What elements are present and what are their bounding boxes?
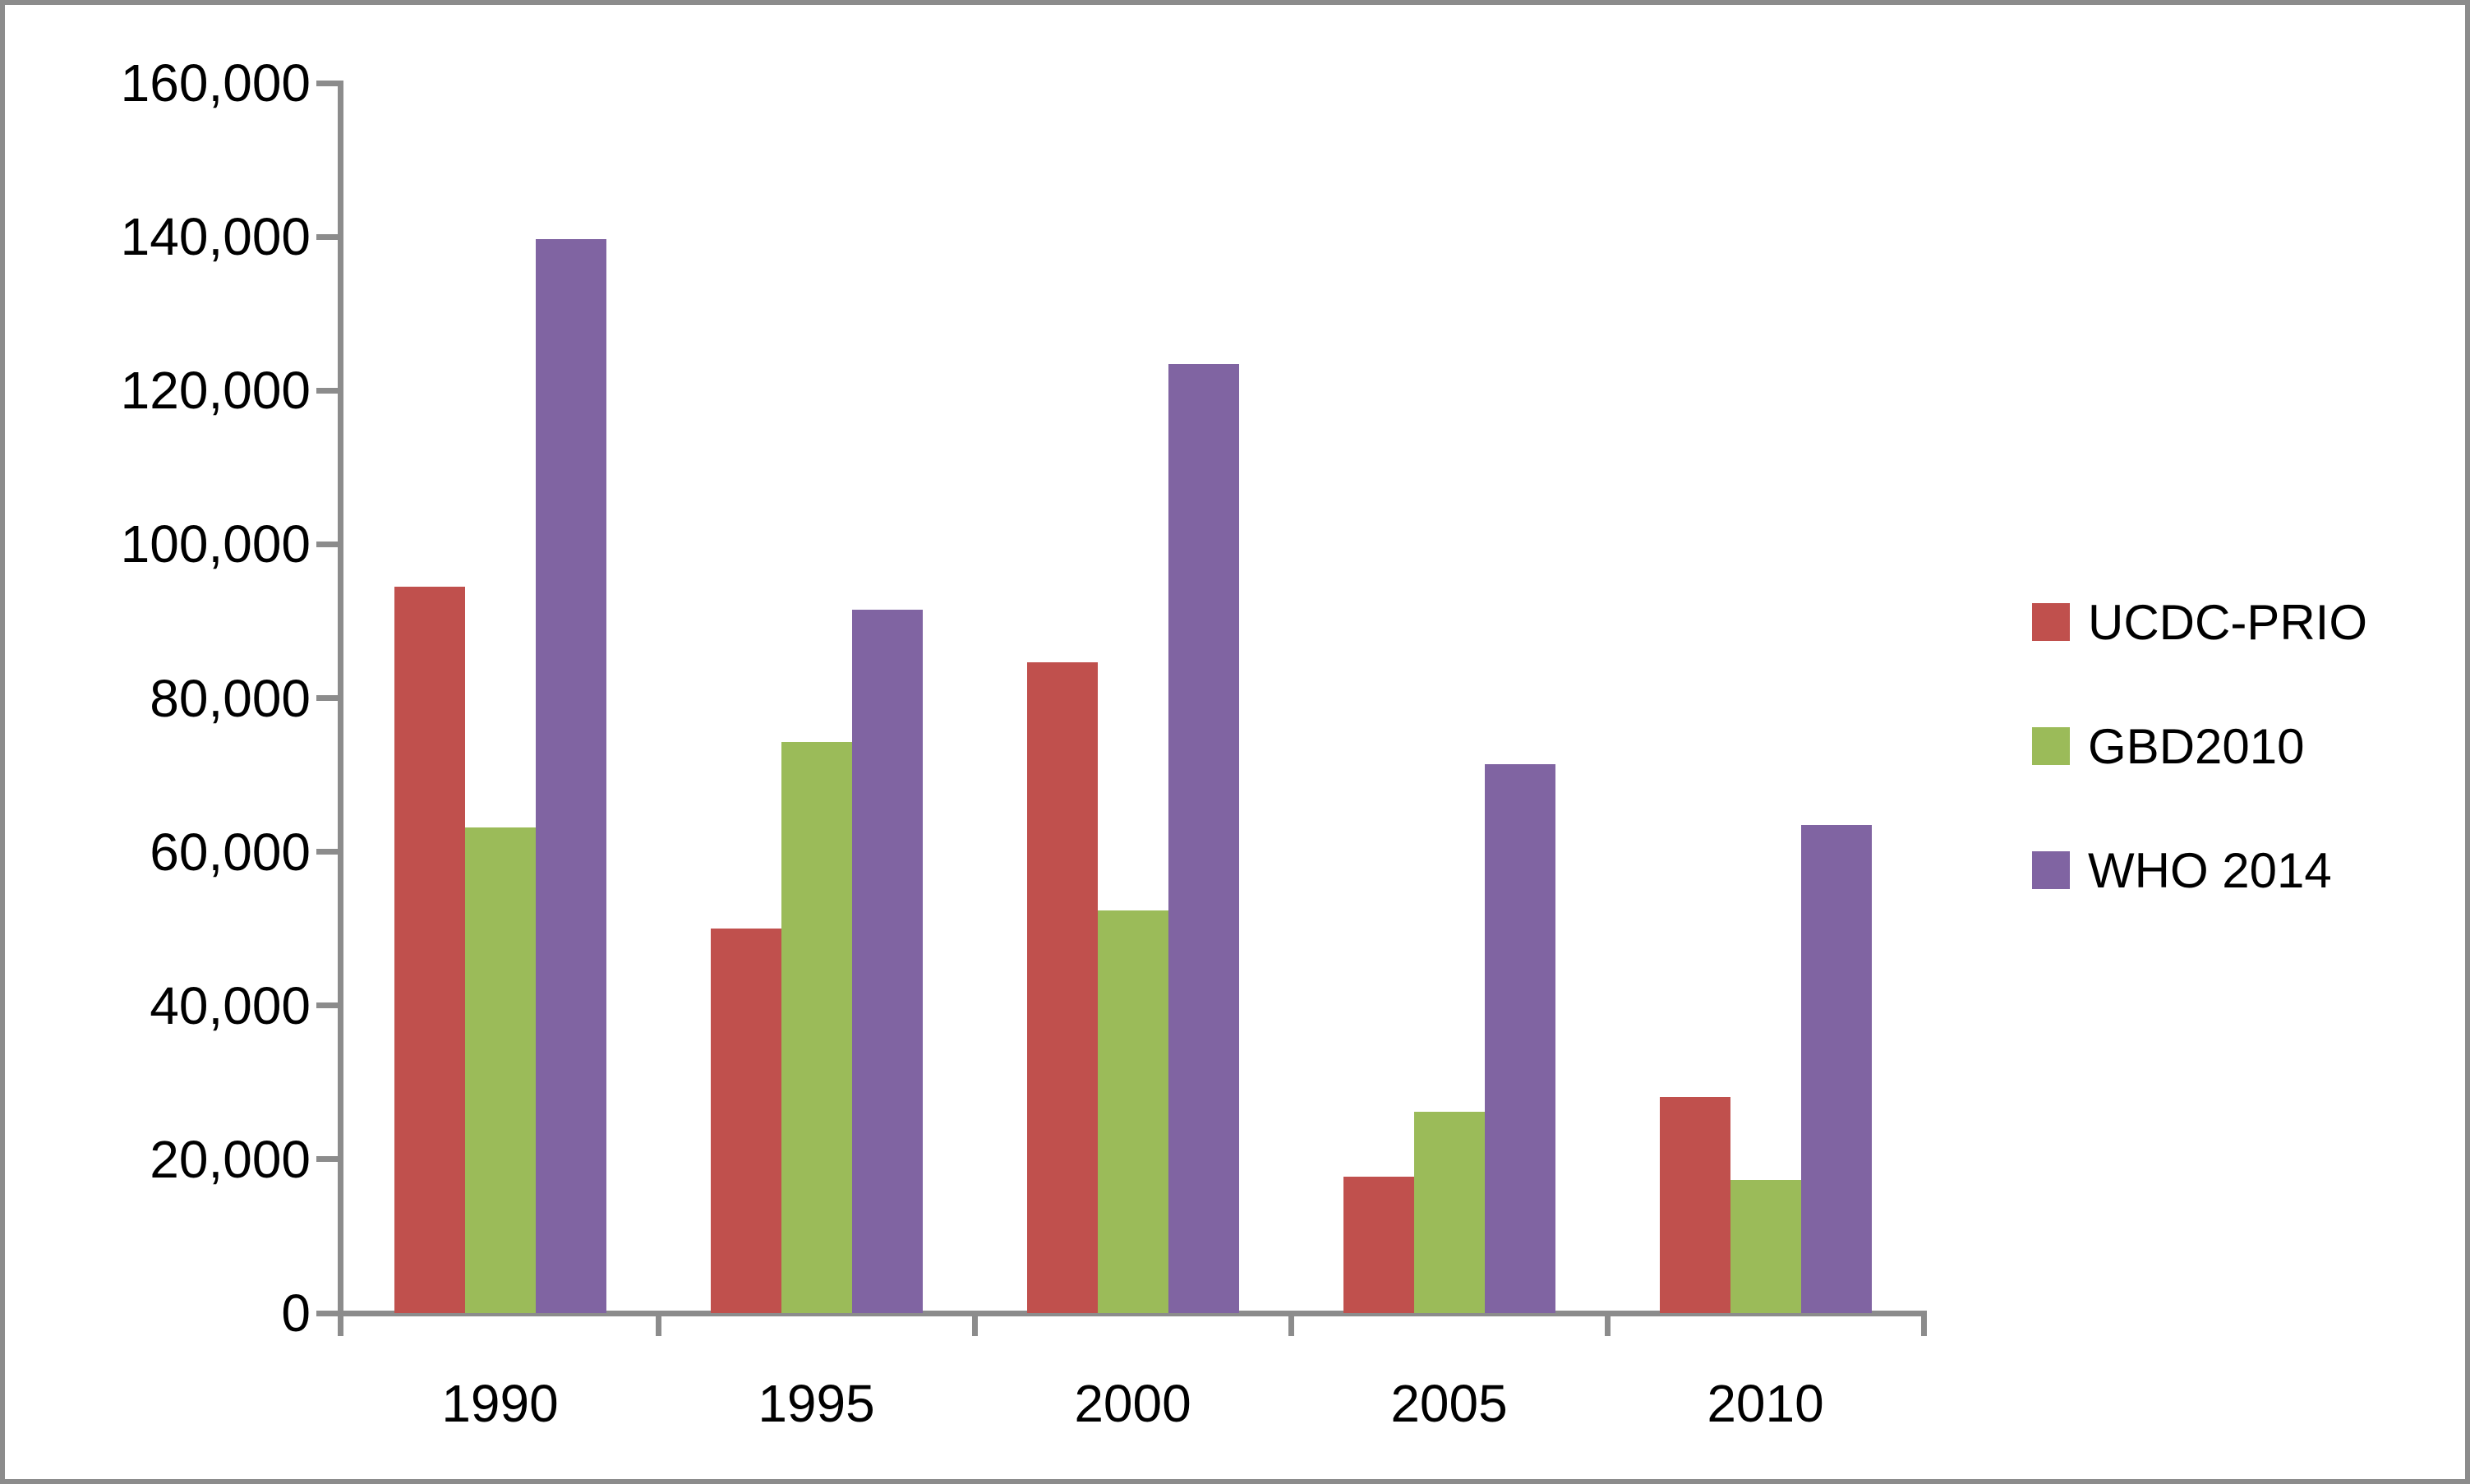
- x-axis-label-2000: 2000: [1074, 1374, 1191, 1433]
- x-axis-label-1995: 1995: [758, 1374, 875, 1433]
- y-axis-tick: [316, 1002, 338, 1009]
- legend-swatch-icon: [2032, 603, 2070, 641]
- x-axis-label-2010: 2010: [1707, 1374, 1824, 1433]
- bar-gbd2010-2000: [1097, 910, 1168, 1313]
- legend: UCDC-PRIO GBD2010 WHO 2014: [2032, 5, 2459, 1479]
- y-axis-tick-label: 20,000: [150, 1129, 311, 1189]
- bar-gbd2010-2005: [1413, 1111, 1485, 1313]
- x-axis-tick: [1288, 1313, 1294, 1336]
- y-axis-tick-label: 160,000: [120, 53, 311, 113]
- y-axis-tick: [316, 233, 338, 240]
- x-axis-label-2005: 2005: [1390, 1374, 1508, 1433]
- bar-gbd2010-1995: [781, 741, 852, 1313]
- y-axis-tick-label: 100,000: [120, 514, 311, 574]
- y-axis-tick-label: 140,000: [120, 207, 311, 267]
- legend-item-gbd2010: GBD2010: [2032, 717, 2305, 776]
- bar-ucdc-prio-2000: [1026, 661, 1098, 1313]
- legend-item-ucdc-prio: UCDC-PRIO: [2032, 592, 2367, 652]
- bar-who-2014-1995: [851, 609, 923, 1313]
- plot-area: 0 20,000 40,000 60,000 80,000 100,000 120,000 1…: [5, 5, 2465, 1479]
- x-axis-line: [316, 1310, 1927, 1316]
- x-axis-tick: [1920, 1313, 1927, 1336]
- y-axis-tick-label: 60,000: [150, 822, 311, 882]
- y-axis-tick-label: 80,000: [150, 668, 311, 728]
- y-axis-tick: [316, 1156, 338, 1163]
- bar-ucdc-prio-1990: [394, 586, 465, 1313]
- bar-who-2014-1990: [535, 238, 606, 1313]
- bar-who-2014-2000: [1168, 364, 1239, 1313]
- bar-ucdc-prio-2010: [1659, 1097, 1730, 1313]
- y-axis-tick: [316, 1310, 338, 1316]
- legend-label: UCDC-PRIO: [2088, 594, 2367, 650]
- y-axis-tick: [316, 849, 338, 855]
- bar-ucdc-prio-2005: [1343, 1177, 1414, 1313]
- legend-swatch-icon: [2032, 851, 2070, 889]
- bar-who-2014-2010: [1800, 824, 1872, 1313]
- x-axis-tick: [1604, 1313, 1611, 1336]
- x-axis-tick: [655, 1313, 661, 1336]
- bar-ucdc-prio-1995: [710, 929, 781, 1313]
- x-axis-tick: [971, 1313, 978, 1336]
- y-axis-tick: [316, 387, 338, 394]
- x-axis-label-1990: 1990: [441, 1374, 559, 1433]
- y-axis-tick: [316, 541, 338, 547]
- bar-gbd2010-1990: [464, 827, 536, 1313]
- bar-gbd2010-2010: [1730, 1180, 1801, 1313]
- y-axis-tick: [316, 695, 338, 701]
- legend-swatch-icon: [2032, 727, 2070, 765]
- y-axis-tick: [316, 80, 338, 86]
- y-axis-tick-label: 0: [281, 1284, 311, 1343]
- y-axis-tick-label: 40,000: [150, 975, 311, 1035]
- legend-label: WHO 2014: [2088, 842, 2332, 898]
- legend-item-who-2014: WHO 2014: [2032, 841, 2332, 900]
- y-axis-tick-label: 120,000: [120, 361, 311, 421]
- y-axis-line: [337, 81, 343, 1336]
- bar-who-2014-2005: [1484, 763, 1555, 1313]
- legend-label: GBD2010: [2088, 718, 2305, 774]
